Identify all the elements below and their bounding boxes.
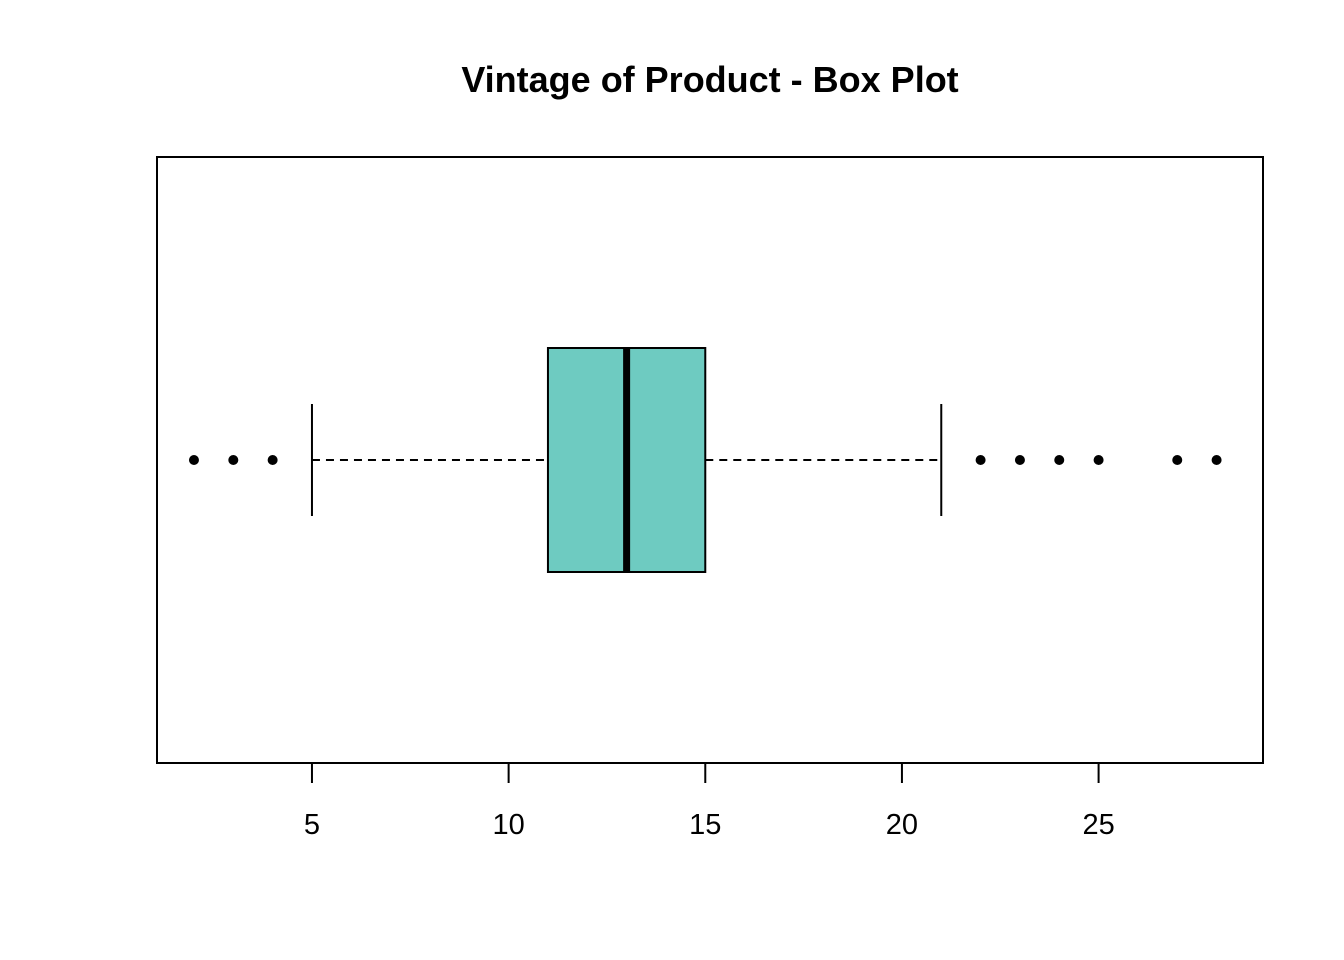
x-tick-label: 10 xyxy=(492,809,524,841)
outlier-points xyxy=(188,455,1222,465)
x-tick-label: 15 xyxy=(689,809,721,841)
x-tick-label: 20 xyxy=(886,809,918,841)
outlier-point xyxy=(267,455,278,465)
x-axis: 5 10 15 20 25 xyxy=(304,762,1115,841)
box-plot xyxy=(310,347,943,573)
outlier-point xyxy=(228,455,239,465)
outlier-point xyxy=(1014,455,1025,465)
outlier-point xyxy=(1054,455,1065,465)
chart-title: Vintage of Product - Box Plot xyxy=(461,59,958,100)
x-tick-label: 25 xyxy=(1082,809,1114,841)
x-tick-label: 5 xyxy=(304,809,320,841)
outlier-point xyxy=(1211,455,1222,465)
outlier-point xyxy=(1093,455,1104,465)
outlier-point xyxy=(1172,455,1183,465)
outlier-point xyxy=(975,455,986,465)
outlier-point xyxy=(188,455,199,465)
